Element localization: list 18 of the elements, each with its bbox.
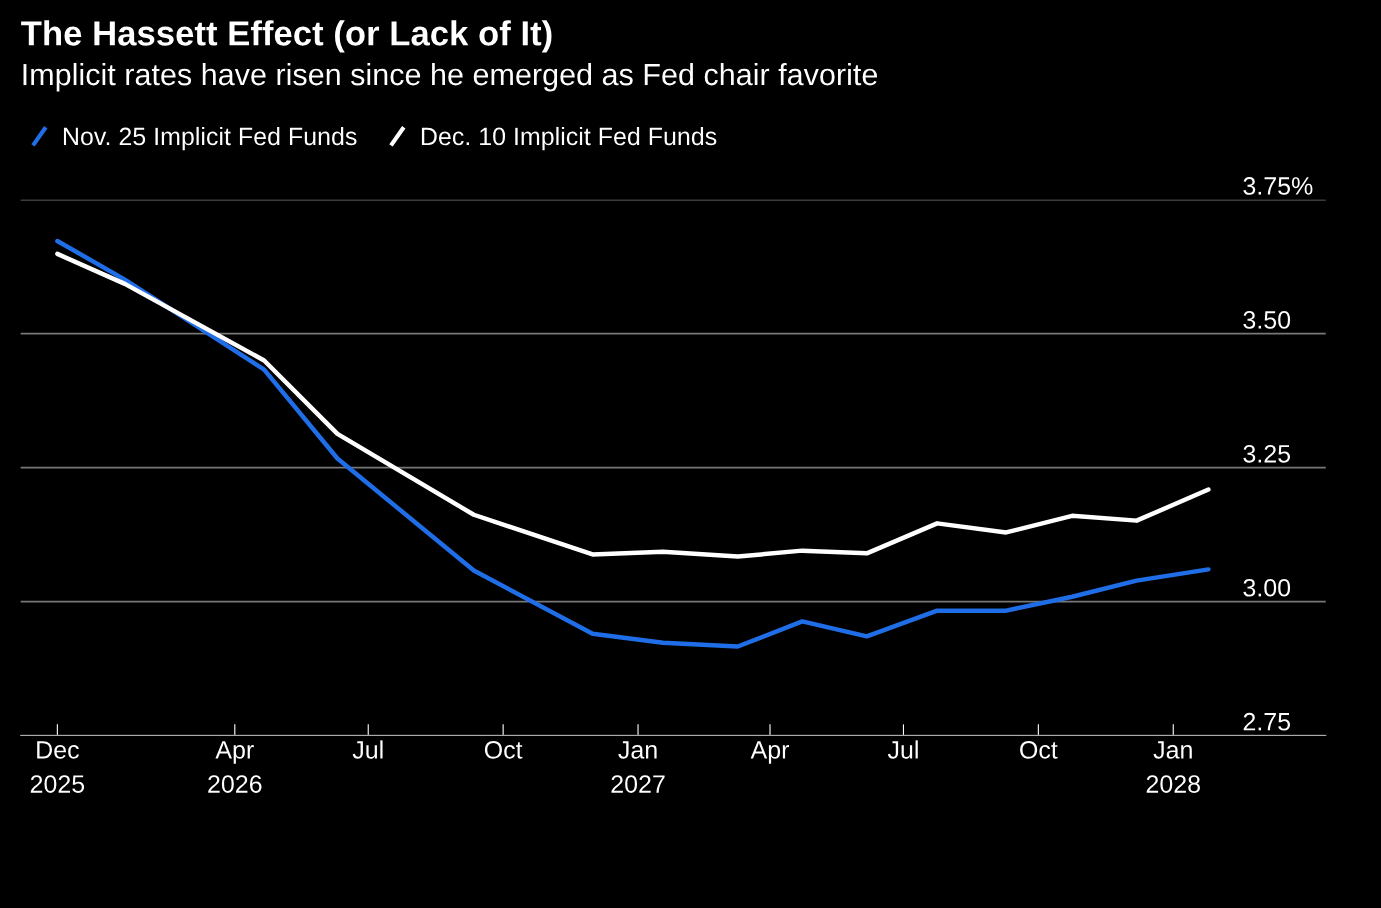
x-tick-label: Oct bbox=[1020, 741, 1058, 759]
x-tick-label: Oct bbox=[484, 741, 523, 759]
x-tick-label: Jul bbox=[352, 740, 383, 759]
y-tick-label: 3.75% bbox=[1243, 177, 1313, 195]
y-tick-label: 2.75 bbox=[1243, 712, 1291, 731]
y-tick-label: 3.00 bbox=[1243, 578, 1291, 597]
x-tick-label: Dec 2025 bbox=[30, 741, 85, 793]
x-tick-label: Apr bbox=[750, 741, 790, 764]
chart-title: The Hassett Effect (or Lack of It) bbox=[21, 20, 552, 53]
y-tick-label: 3.50 bbox=[1243, 311, 1291, 329]
chart-subtitle: Implicit rates have risen since he emerged as Fed chair favorite bbox=[23, 62, 877, 92]
y-tick-label: 3.25 bbox=[1243, 444, 1291, 463]
x-tick-label: Jan 2027 bbox=[611, 741, 665, 793]
legend-label: Nov. 25 Implicit Fed Funds bbox=[63, 126, 357, 151]
x-tick-label: Jan 2028 bbox=[1146, 741, 1200, 793]
x-tick-label: Jul bbox=[887, 740, 918, 759]
legend-label: Dec. 10 Implicit Fed Funds bbox=[421, 126, 717, 151]
x-tick-label: Apr 2026 bbox=[208, 741, 262, 793]
